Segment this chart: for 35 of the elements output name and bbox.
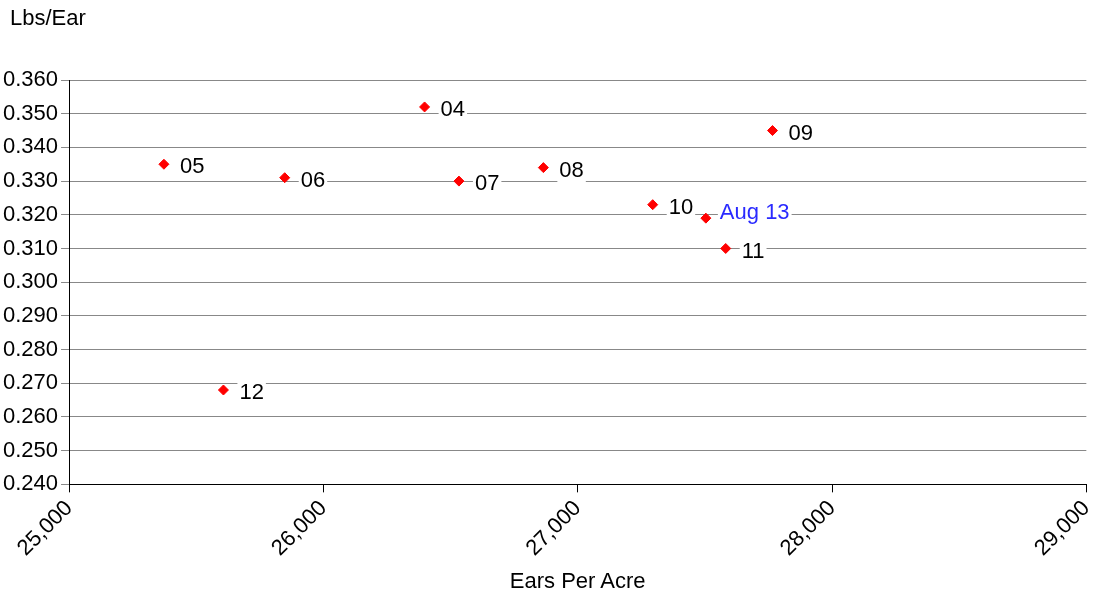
y-tick-label: 0.320 xyxy=(2,200,59,226)
y-tick-label: 0.260 xyxy=(2,403,59,429)
annotation: 10 xyxy=(668,193,694,219)
y-tick-label: 0.280 xyxy=(2,335,59,361)
y-tick-label: 0.350 xyxy=(2,99,59,125)
y-tick-label: 0.310 xyxy=(2,234,59,260)
annotation: 04 xyxy=(440,96,466,122)
annotation: 05 xyxy=(179,153,205,179)
point xyxy=(217,384,229,396)
x-axis-title: Ears Per Acre xyxy=(509,567,646,593)
point xyxy=(453,175,465,187)
point xyxy=(720,242,732,254)
point xyxy=(158,158,170,170)
y-tick-label: 0.270 xyxy=(2,369,59,395)
y-tick-label: 0.300 xyxy=(2,268,59,294)
y-tick-label: 0.330 xyxy=(2,167,59,193)
y-axis-title: Lbs/Ear xyxy=(10,5,86,31)
annotation: 08 xyxy=(559,156,584,182)
annotation: 07 xyxy=(474,170,500,196)
y-tick-label: 0.250 xyxy=(2,436,59,462)
series-label: Aug 13 xyxy=(719,199,790,225)
y-tick-label: 0.290 xyxy=(2,301,59,327)
annotation: 12 xyxy=(239,379,264,405)
point xyxy=(279,172,291,184)
point xyxy=(537,162,549,174)
point xyxy=(767,125,778,137)
point xyxy=(647,199,659,211)
y-tick-label: 0.340 xyxy=(2,133,59,159)
annotation: 09 xyxy=(788,119,813,145)
annotation: 06 xyxy=(300,166,326,192)
point xyxy=(419,101,431,113)
annotation: 11 xyxy=(741,237,765,263)
point xyxy=(700,212,712,224)
y-tick-label: 0.360 xyxy=(2,66,59,92)
y-tick-label: 0.240 xyxy=(2,470,59,496)
